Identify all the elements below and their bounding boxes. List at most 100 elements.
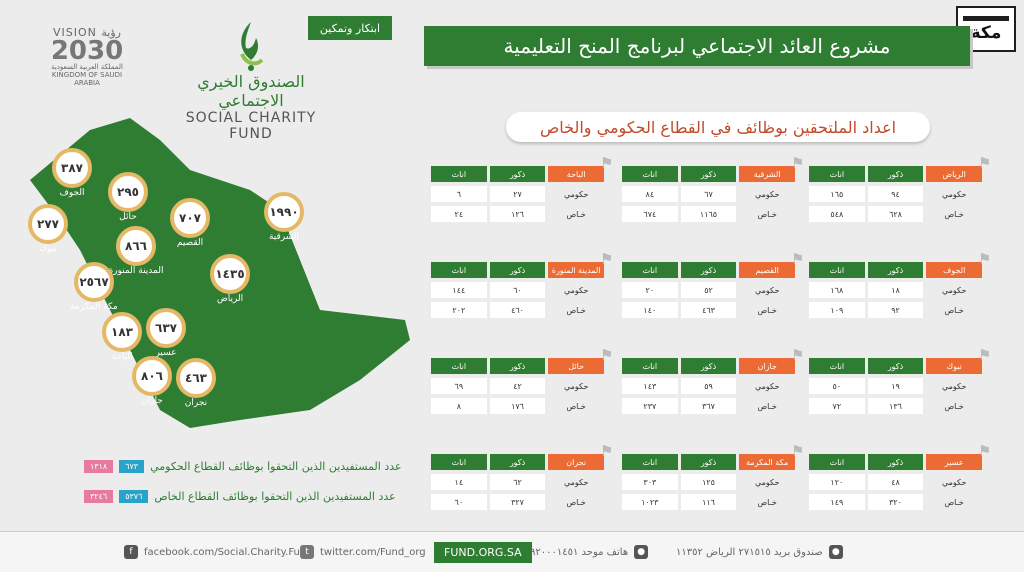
private-label: خـاص [757, 497, 777, 507]
table-row: ١٠٩ ٩٢ خـاص [806, 302, 982, 318]
map-pin-value: ٢٧٧ [28, 204, 68, 244]
male-header: ذكور [867, 454, 924, 470]
region-name: جازان [739, 358, 796, 374]
private-female: ١٤٠ [622, 302, 678, 318]
region-name: نجران [548, 454, 605, 470]
footer: f facebook.com/Social.Charity.Fund t twi… [0, 531, 1024, 572]
twitter-link[interactable]: twitter.com/Fund_org [320, 546, 426, 558]
map-pin-value: ٣٨٧ [52, 148, 92, 188]
private-male: ١٧٦ [489, 398, 546, 414]
table-row: ٢٠ ٥٢ حكومي [619, 282, 795, 298]
private-male: ٣٢٧ [489, 494, 546, 510]
gov-male: ٢٧ [489, 186, 546, 202]
map-pin-label: المدينة المنورة [108, 266, 164, 276]
region-table: ⚑ اناث ذكور عسير ١٢٠ ٤٨ حكومي ١٤٩ ٣٢٠ خـاص [806, 442, 991, 514]
private-label: خـاص [944, 401, 964, 411]
flag-icon: ⚑ [600, 346, 614, 364]
vision-country-en: KINGDOM OF SAUDI ARABIA [51, 71, 123, 87]
table-row: ٥٤٨ ٦٢٨ خـاص [806, 206, 982, 222]
male-header: ذكور [867, 358, 924, 374]
gov-male: ٤٢ [489, 378, 546, 394]
vision-2030-logo: VISION رؤية 2030 المملكة العربية السعودي… [42, 26, 132, 87]
facebook-link[interactable]: facebook.com/Social.Charity.Fund [144, 546, 313, 558]
table-row: ٨٤ ٦٧ حكومي [619, 186, 795, 202]
region-table: ⚑ اناث ذكور حائل ٦٩ ٤٢ حكومي ٨ ١٧٦ خـاص [428, 346, 613, 418]
table-row: ٥٠ ١٩ حكومي [806, 378, 982, 394]
table-header-row: اناث ذكور تبوك [806, 358, 983, 374]
legend-private-text: عدد المستفيدين الذين التحقوا بوظائف القط… [154, 490, 396, 503]
mail-icon: ● [828, 545, 843, 559]
private-male: ٣٢٠ [867, 494, 924, 510]
male-header: ذكور [489, 454, 546, 470]
private-male: ٣٦٧ [680, 398, 737, 414]
table-header-row: اناث ذكور عسير [806, 454, 983, 470]
table-header-row: اناث ذكور جازان [619, 358, 796, 374]
gov-male: ٦٧ [680, 186, 737, 202]
flag-icon: ⚑ [978, 346, 992, 364]
legend-gov-text: عدد المستفيدين الذين التحقوا بوظائف القط… [150, 460, 402, 473]
gov-male: ١٩ [867, 378, 924, 394]
female-header: اناث [809, 358, 865, 374]
footer-address: ● صندوق بريد ٢٧١٥١٥ الرياض ١١٣٥٢ [676, 545, 843, 559]
phone-icon: ● [634, 545, 649, 559]
page-title: مشروع العائد الاجتماعي لبرنامج المنح الت… [424, 26, 970, 66]
female-header: اناث [622, 166, 678, 182]
flag-icon: ⚑ [791, 250, 805, 268]
private-label: خـاص [757, 401, 777, 411]
map-pin-value: ٦٣٧ [146, 308, 186, 348]
gov-label: حكومي [563, 381, 589, 391]
table-row: ٢٤ ١٢٦ خـاص [428, 206, 604, 222]
private-label: خـاص [566, 497, 586, 507]
table-row: ١٠٢٣ ١١٦ خـاص [619, 494, 795, 510]
table-row: ١٤٩ ٣٢٠ خـاص [806, 494, 982, 510]
footer-twitter[interactable]: t twitter.com/Fund_org [300, 545, 426, 559]
gov-label: حكومي [941, 477, 967, 487]
gov-label: حكومي [941, 189, 967, 199]
table-header-row: اناث ذكور نجران [428, 454, 605, 470]
table-row: ١٤ ٦٢ حكومي [428, 474, 604, 490]
private-label: خـاص [566, 401, 586, 411]
address-text: صندوق بريد ٢٧١٥١٥ الرياض ١١٣٥٢ [676, 546, 823, 558]
male-header: ذكور [489, 358, 546, 374]
private-male: ١١٦٥ [680, 206, 737, 222]
region-name: الشرقية [739, 166, 796, 182]
flag-icon: ⚑ [978, 250, 992, 268]
male-header: ذكور [680, 358, 737, 374]
table-row: ٦٩ ٤٢ حكومي [428, 378, 604, 394]
private-female: ٥٤٨ [809, 206, 865, 222]
private-male: ١٢٦ [489, 206, 546, 222]
female-header: اناث [809, 166, 865, 182]
logo-bar [963, 15, 1009, 21]
vision-year: 2030 [50, 36, 124, 66]
footer-website[interactable]: FUND.ORG.SA [434, 541, 532, 563]
gov-male: ٤٨ [867, 474, 924, 490]
female-header: اناث [809, 454, 865, 470]
gov-label: حكومي [754, 189, 780, 199]
table-header-row: اناث ذكور حائل [428, 358, 605, 374]
website-link[interactable]: FUND.ORG.SA [434, 541, 532, 563]
map-pin-value: ٧٠٧ [170, 198, 210, 238]
private-male: ٦٢٨ [867, 206, 924, 222]
gov-female: ٦٩ [431, 378, 487, 394]
map-pin-label: الشرقية [268, 232, 300, 242]
map-pin-label: نجران [184, 398, 208, 408]
private-male: ١١٦ [680, 494, 737, 510]
gov-male: ١٨ [867, 282, 924, 298]
flag-icon: ⚑ [600, 154, 614, 172]
table-header-row: اناث ذكور الباحة [428, 166, 605, 182]
fund-name-ar: الصندوق الخيري الاجتماعي [197, 72, 305, 110]
legend-gov-male: ٦٧٣ [119, 460, 145, 473]
map-pin-label: حائل [119, 212, 137, 222]
facebook-icon: f [124, 545, 138, 559]
gov-male: ٩٤ [867, 186, 924, 202]
table-header-row: اناث ذكور القصيم [619, 262, 796, 278]
footer-facebook[interactable]: f facebook.com/Social.Charity.Fund [124, 545, 313, 559]
gov-female: ١٤٤ [431, 282, 487, 298]
private-female: ١٠٩ [809, 302, 865, 318]
private-male: ٤٦٣ [680, 302, 737, 318]
flag-icon: ⚑ [791, 346, 805, 364]
female-header: اناث [809, 262, 865, 278]
vision-label: VISION رؤية [53, 26, 121, 39]
gov-male: ٦٢ [489, 474, 546, 490]
region-table: ⚑ اناث ذكور تبوك ٥٠ ١٩ حكومي ٧٢ ١٣٦ خـاص [806, 346, 991, 418]
